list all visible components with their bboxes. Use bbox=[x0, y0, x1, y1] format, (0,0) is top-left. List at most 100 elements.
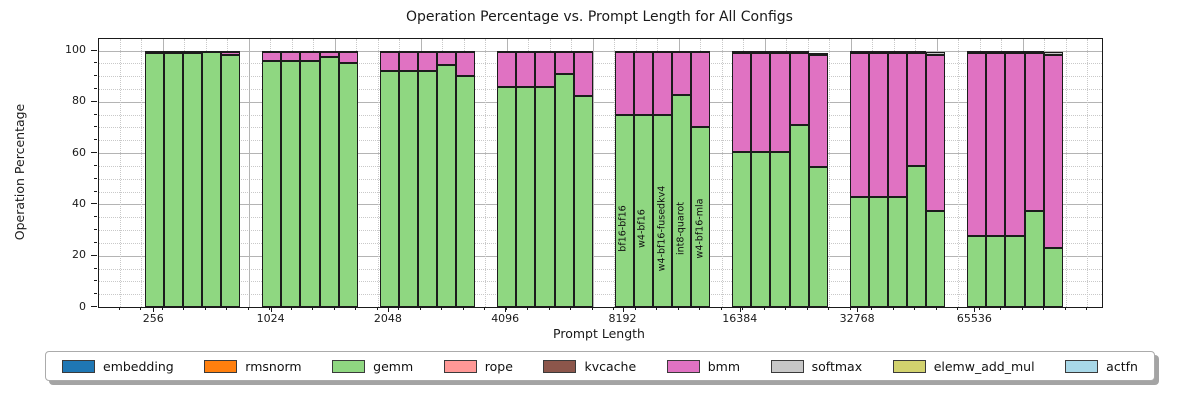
x-tick-minor bbox=[656, 307, 658, 310]
gridline-h-major bbox=[99, 50, 1102, 52]
y-tick-minor bbox=[93, 113, 97, 115]
y-tick-major bbox=[91, 100, 97, 102]
x-tick-minor bbox=[806, 307, 808, 310]
x-tick-minor bbox=[333, 307, 335, 310]
x-tick-minor bbox=[699, 307, 701, 310]
legend-item: actfn bbox=[1065, 359, 1138, 374]
bar-segment-bmm bbox=[926, 54, 946, 211]
x-tick-minor bbox=[849, 307, 851, 310]
x-tick-minor bbox=[785, 307, 787, 310]
legend-label: embedding bbox=[103, 358, 174, 374]
bar-segment-gemm bbox=[300, 60, 320, 307]
legend-label: rope bbox=[484, 358, 513, 374]
x-tick-minor bbox=[763, 307, 765, 310]
x-tick-minor bbox=[1064, 307, 1066, 310]
bar-segment-softmax bbox=[808, 52, 828, 56]
bar-segment-gemm bbox=[398, 71, 418, 307]
x-tick-minor bbox=[957, 307, 959, 310]
bar-segment-gemm bbox=[1005, 236, 1025, 307]
bar-segment-softmax bbox=[573, 51, 593, 53]
bar-segment-bmm bbox=[907, 53, 927, 166]
gridline-h-major bbox=[99, 153, 1102, 155]
bar-segment-softmax bbox=[262, 50, 282, 53]
bar-segment-gemm bbox=[789, 124, 809, 307]
x-tick-minor bbox=[1021, 307, 1023, 310]
bar-segment-softmax bbox=[437, 50, 457, 53]
bar-segment-gemm bbox=[163, 53, 183, 307]
bar-segment-softmax bbox=[554, 50, 574, 53]
bar-segment-softmax bbox=[182, 50, 203, 53]
x-tick-minor bbox=[591, 307, 593, 310]
bar-segment-softmax bbox=[633, 50, 653, 53]
x-tick-minor bbox=[548, 307, 550, 310]
x-tick-minor bbox=[355, 307, 357, 310]
bar-segment-gemm bbox=[221, 54, 241, 307]
legend-item: elemw_add_mul bbox=[892, 358, 1035, 374]
bar-segment-gemm bbox=[281, 60, 301, 307]
bar-segment-bmm bbox=[417, 51, 438, 72]
gridline-h-minor bbox=[99, 217, 1102, 219]
config-label: w4-bf16-mla bbox=[694, 198, 706, 258]
bar-segment-softmax bbox=[163, 50, 183, 53]
bar-segment-bmm bbox=[497, 51, 517, 87]
x-tick-minor bbox=[1086, 307, 1088, 310]
bar-segment-softmax bbox=[379, 50, 399, 53]
gridline-h-minor bbox=[99, 63, 1102, 65]
x-tick-minor bbox=[871, 307, 873, 310]
gridline-h-minor bbox=[99, 178, 1102, 180]
x-tick-minor bbox=[419, 307, 421, 310]
y-tick-minor bbox=[93, 216, 97, 218]
bar-segment-softmax bbox=[398, 50, 418, 53]
x-tick-major bbox=[739, 307, 741, 312]
bar-segment-gemm bbox=[672, 95, 692, 307]
bar-segment-softmax bbox=[887, 50, 908, 54]
y-tick-minor bbox=[93, 87, 97, 89]
legend-label: softmax bbox=[811, 358, 863, 374]
bar-segment-gemm bbox=[808, 167, 828, 307]
x-tick-minor bbox=[204, 307, 206, 310]
bar-segment-gemm bbox=[732, 151, 752, 307]
gridline-v-minor bbox=[721, 39, 723, 307]
bar-segment-softmax bbox=[338, 51, 358, 53]
bar-segment-softmax bbox=[535, 50, 555, 53]
y-tick-minor bbox=[93, 126, 97, 128]
config-label: w4-bf16-fusedkv4 bbox=[656, 185, 667, 271]
bar-segment-bmm bbox=[262, 51, 282, 61]
bar-segment-bmm bbox=[281, 51, 301, 61]
bar-segment-bmm bbox=[849, 53, 869, 197]
x-tick-major bbox=[974, 307, 976, 312]
gridline-h-minor bbox=[99, 88, 1102, 90]
bar-segment-bmm bbox=[986, 53, 1006, 237]
y-tick-label: 100 bbox=[65, 43, 86, 56]
bar-segment-softmax bbox=[849, 50, 869, 54]
gridline-v-minor bbox=[485, 39, 487, 307]
bar-segment-bmm bbox=[554, 51, 574, 74]
bar-segment-gemm bbox=[497, 86, 517, 307]
bar-segment-softmax bbox=[1043, 52, 1063, 55]
rope-swatch bbox=[443, 359, 477, 373]
bar-segment-bmm bbox=[789, 53, 809, 125]
legend-label: elemw_add_mul bbox=[933, 358, 1035, 374]
gridline-h-minor bbox=[99, 191, 1102, 193]
legend-label: kvcache bbox=[584, 358, 637, 374]
x-tick-minor bbox=[484, 307, 486, 310]
y-tick-major bbox=[91, 254, 97, 256]
bar-segment-bmm bbox=[691, 52, 711, 128]
y-tick-minor bbox=[93, 267, 97, 269]
x-tick-minor bbox=[978, 307, 980, 310]
config-label: w4-bf16 bbox=[636, 208, 648, 248]
bar-segment-bmm bbox=[379, 51, 399, 72]
x-tick-minor bbox=[634, 307, 636, 310]
bar-segment-bmm bbox=[456, 51, 476, 77]
bar-segment-gemm bbox=[202, 52, 222, 307]
bar-segment-softmax bbox=[926, 52, 946, 55]
bar-segment-bmm bbox=[770, 53, 790, 152]
legend-item: embedding bbox=[62, 359, 174, 374]
bar-segment-bmm bbox=[338, 51, 358, 64]
gridline-h-minor bbox=[99, 294, 1102, 296]
legend-item: rmsnorm bbox=[204, 359, 302, 374]
y-tick-label: 0 bbox=[79, 299, 86, 313]
bar-segment-gemm bbox=[554, 73, 574, 307]
x-axis-label: Prompt Length bbox=[553, 326, 645, 341]
